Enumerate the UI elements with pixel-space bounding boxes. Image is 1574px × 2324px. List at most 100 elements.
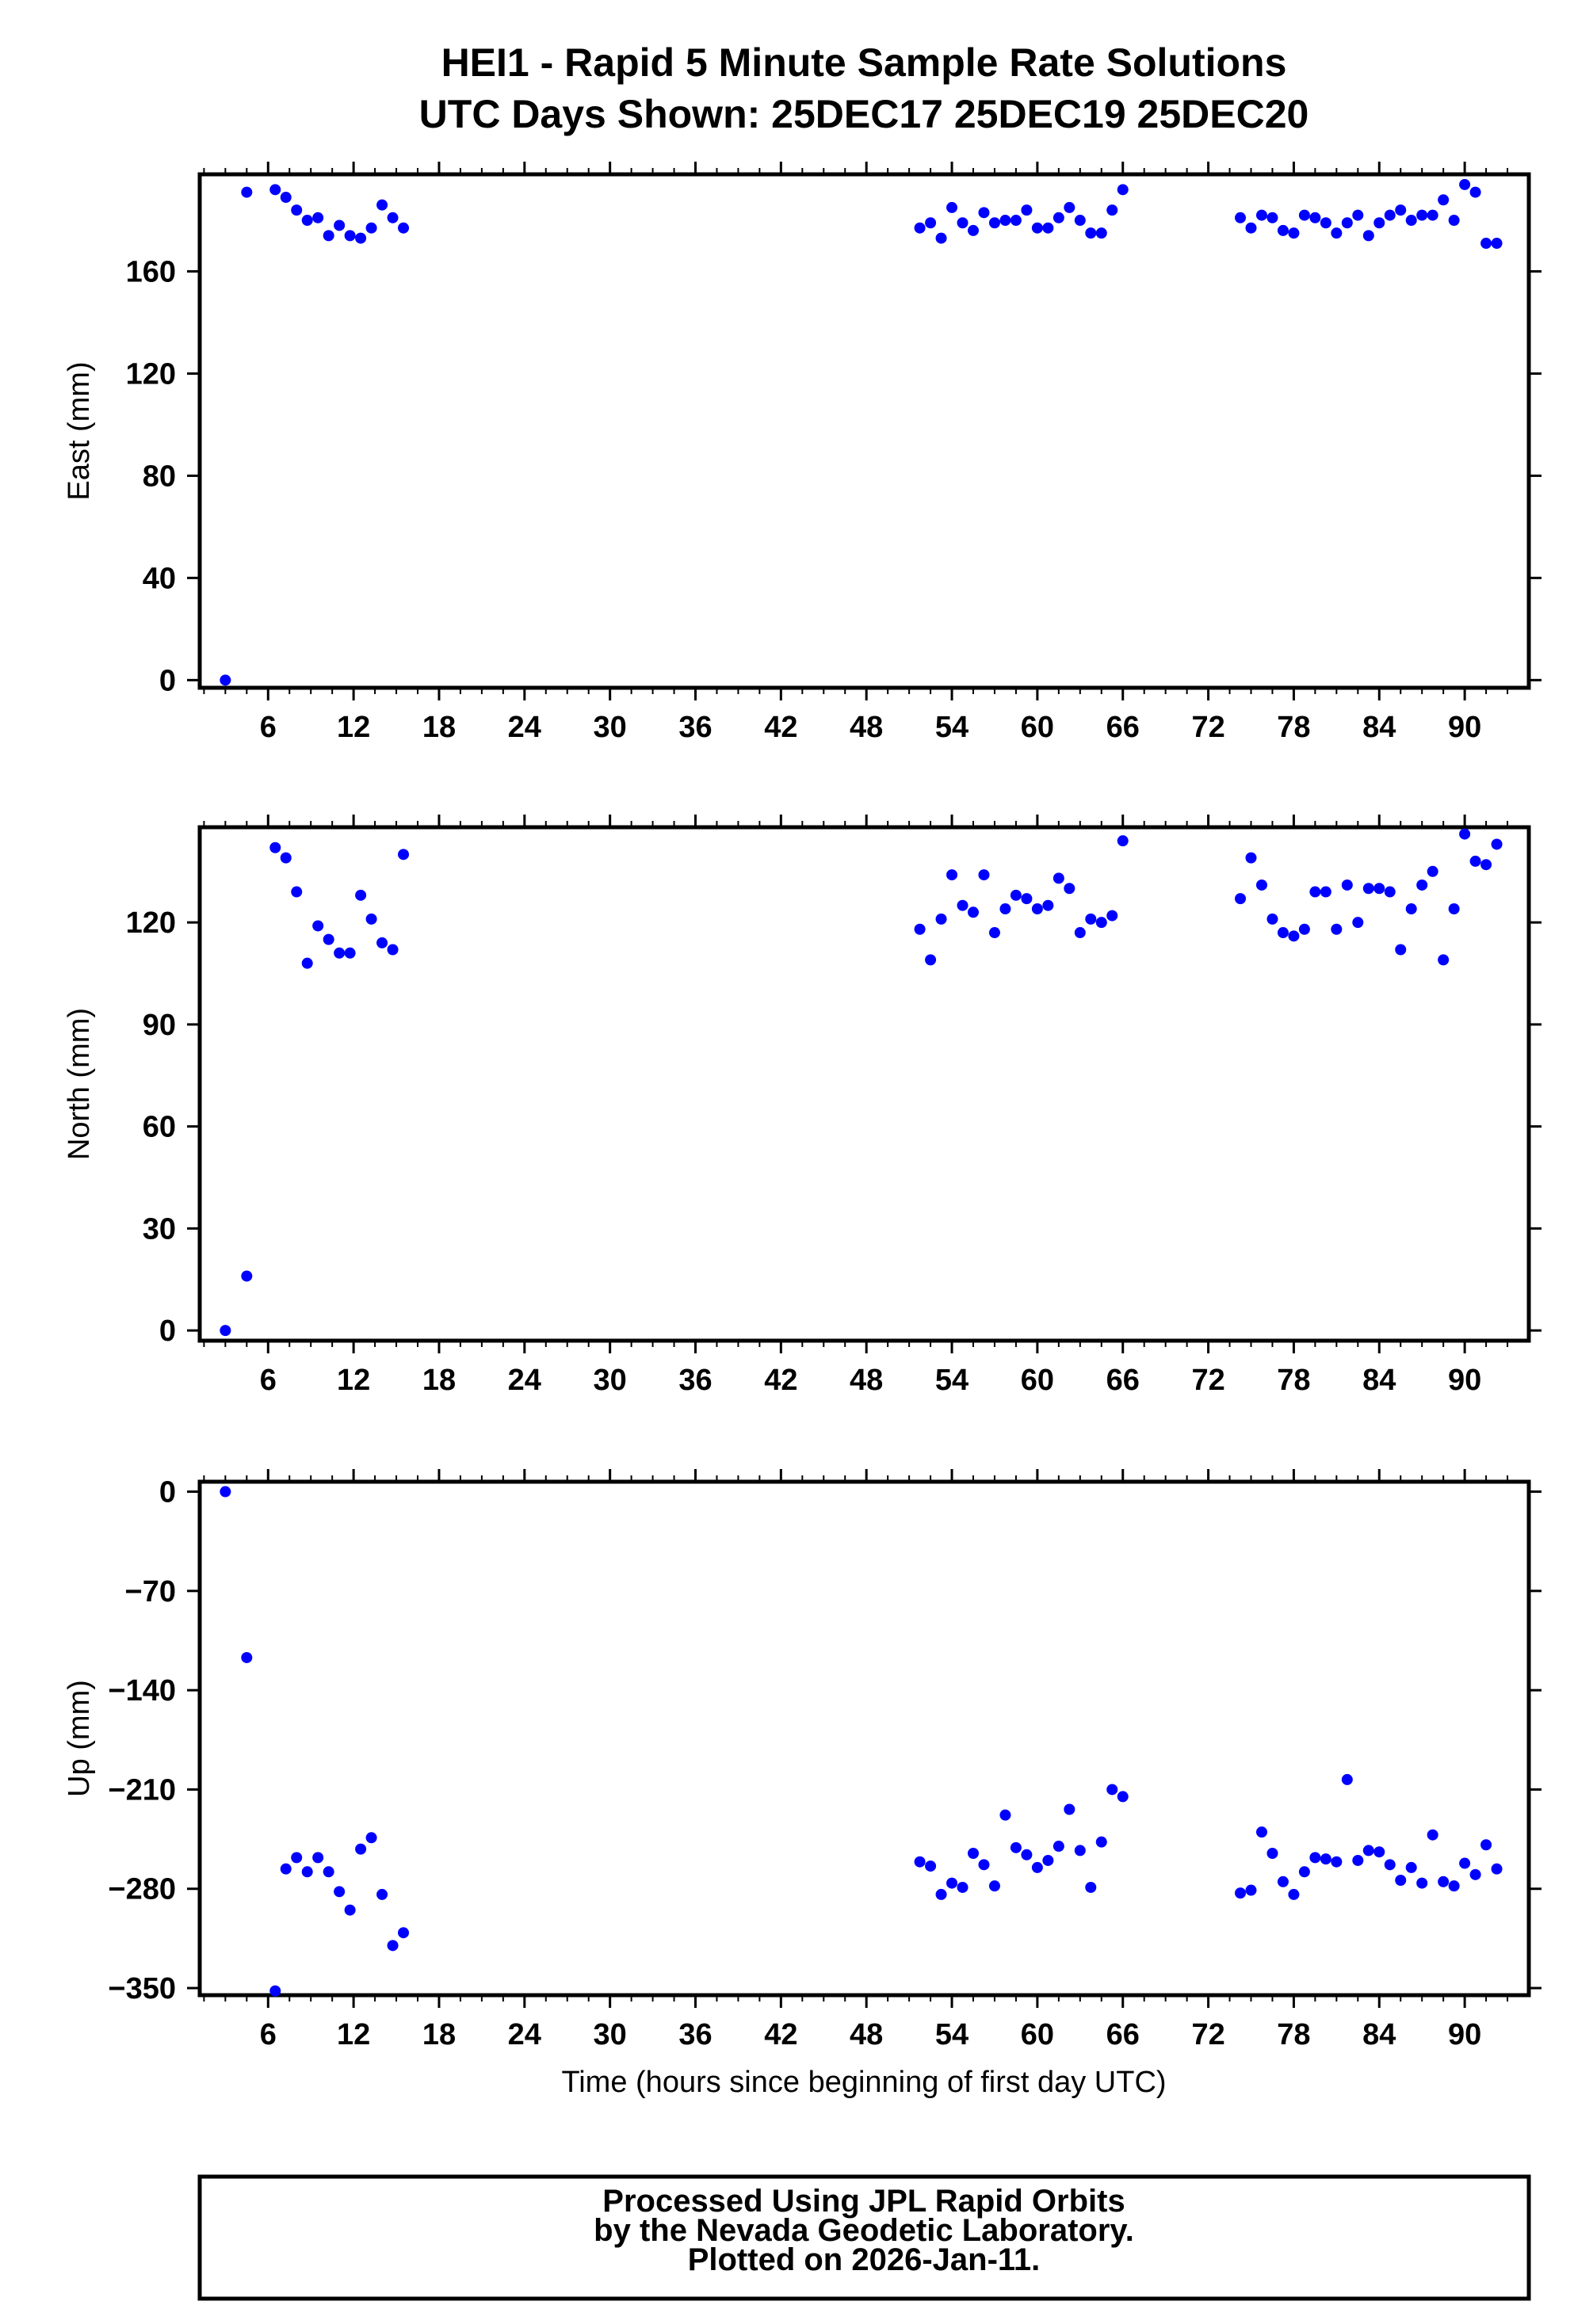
east-data-point xyxy=(1042,222,1054,234)
north-x-tick-label: 84 xyxy=(1362,1364,1396,1397)
east-data-point xyxy=(978,207,990,219)
north-x-tick-label: 60 xyxy=(1021,1364,1054,1397)
footer-line-2: by the Nevada Geodetic Laboratory. xyxy=(594,2213,1134,2248)
east-data-point xyxy=(1031,222,1043,234)
east-data-point xyxy=(1255,209,1267,221)
up-data-point xyxy=(946,1877,958,1889)
up-x-tick-label: 18 xyxy=(422,2018,456,2051)
up-data-point xyxy=(355,1843,367,1855)
up-data-point xyxy=(269,1985,281,1997)
east-data-point xyxy=(220,674,231,686)
east-y-tick-label: 120 xyxy=(126,357,176,391)
east-data-point xyxy=(1266,212,1278,223)
east-data-point xyxy=(1341,217,1353,229)
north-data-point xyxy=(1106,910,1118,922)
east-data-point xyxy=(387,212,399,223)
east-y-tick-label: 80 xyxy=(143,460,176,493)
up-data-point xyxy=(925,1860,937,1872)
east-data-point xyxy=(1373,217,1385,229)
east-data-point xyxy=(1416,209,1428,221)
up-data-point xyxy=(1491,1863,1503,1875)
north-data-point xyxy=(1480,859,1492,871)
up-data-point xyxy=(1095,1836,1107,1848)
east-data-point xyxy=(1074,215,1086,227)
up-data-point xyxy=(1053,1841,1064,1853)
up-x-tick-label: 6 xyxy=(260,2018,277,2051)
east-x-tick-label: 84 xyxy=(1362,711,1396,744)
north-data-point xyxy=(914,923,926,935)
up-data-point xyxy=(1320,1853,1331,1865)
up-data-point xyxy=(1266,1847,1278,1859)
east-data-point xyxy=(1480,238,1492,250)
up-y-tick-label: −280 xyxy=(108,1873,176,1906)
north-data-point xyxy=(1469,855,1481,867)
east-data-point xyxy=(1010,215,1022,227)
up-data-point xyxy=(1085,1881,1097,1893)
east-data-point xyxy=(1491,238,1503,250)
east-y-tick-label: 40 xyxy=(143,562,176,595)
east-plot-frame xyxy=(197,172,1531,690)
up-data-point xyxy=(1362,1845,1374,1857)
up-data-point xyxy=(1341,1773,1353,1785)
east-data-point xyxy=(241,186,253,198)
up-data-point xyxy=(935,1888,947,1900)
north-data-point xyxy=(1405,903,1417,914)
north-data-point xyxy=(1362,883,1374,895)
footer-line-3: Plotted on 2026-Jan-11. xyxy=(688,2242,1041,2277)
north-data-point xyxy=(1053,872,1064,884)
north-data-point xyxy=(1309,886,1321,898)
up-data-point xyxy=(376,1888,388,1900)
east-data-point xyxy=(1235,212,1247,223)
north-data-point xyxy=(999,903,1011,914)
north-data-point xyxy=(1085,913,1097,925)
up-data-point xyxy=(1427,1829,1438,1841)
east-x-tick-label: 66 xyxy=(1106,711,1140,744)
up-data-point xyxy=(1277,1876,1289,1887)
north-data-point xyxy=(398,849,410,861)
up-data-point xyxy=(280,1863,292,1875)
up-data-point xyxy=(1469,1868,1481,1880)
north-data-point xyxy=(387,944,399,956)
north-data-point xyxy=(241,1270,253,1282)
east-x-tick-label: 54 xyxy=(935,711,968,744)
north-data-point xyxy=(365,913,377,925)
north-x-tick-label: 24 xyxy=(508,1364,541,1397)
east-data-point xyxy=(1117,184,1129,196)
panels: 6 12 18 24 30 36 42 48 54 60 66 72 78 84 9004080120160… xyxy=(63,162,1542,2051)
up-data-point xyxy=(1405,1861,1417,1873)
up-y-tick-label: 0 xyxy=(159,1476,176,1509)
up-data-point xyxy=(1384,1859,1396,1871)
up-x-tick-label: 60 xyxy=(1021,2018,1054,2051)
east-x-tick-label: 6 xyxy=(260,711,277,744)
east-data-point xyxy=(988,217,1000,229)
north-data-point xyxy=(1031,903,1043,914)
east-data-point xyxy=(355,232,367,244)
north-data-point xyxy=(1373,883,1385,895)
east-data-point xyxy=(376,199,388,211)
north-data-point xyxy=(978,869,990,881)
north-data-point xyxy=(946,869,958,881)
up-data-point xyxy=(1031,1861,1043,1873)
north-plot-frame xyxy=(197,825,1531,1343)
north-panel: 6 12 18 24 30 36 42 48 54 60 66 72 78 84 90 0 30 60 90 120 N… xyxy=(63,815,1542,1397)
up-y-tick-label: −210 xyxy=(108,1773,176,1807)
up-data-point xyxy=(1298,1866,1310,1878)
up-data-point xyxy=(1245,1884,1257,1896)
up-data-point xyxy=(1074,1845,1086,1857)
up-data-point xyxy=(291,1852,303,1864)
east-data-point xyxy=(280,192,292,204)
east-data-point xyxy=(1448,215,1460,227)
north-data-point xyxy=(1384,886,1396,898)
east-data-point xyxy=(1298,209,1310,221)
east-panel: 6 12 18 24 30 36 42 48 54 60 66 72 78 84 90 0 40 80 120 160… xyxy=(63,162,1542,744)
north-data-point xyxy=(312,920,324,932)
up-data-point xyxy=(1352,1854,1364,1866)
east-x-tick-label: 72 xyxy=(1191,711,1224,744)
up-x-tick-label: 42 xyxy=(764,2018,797,2051)
east-data-point xyxy=(1095,227,1107,239)
east-y-axis-label: East (mm) xyxy=(63,361,96,500)
east-x-tick-label: 60 xyxy=(1021,711,1054,744)
east-data-point xyxy=(1320,217,1331,229)
up-data-point xyxy=(1448,1880,1460,1892)
